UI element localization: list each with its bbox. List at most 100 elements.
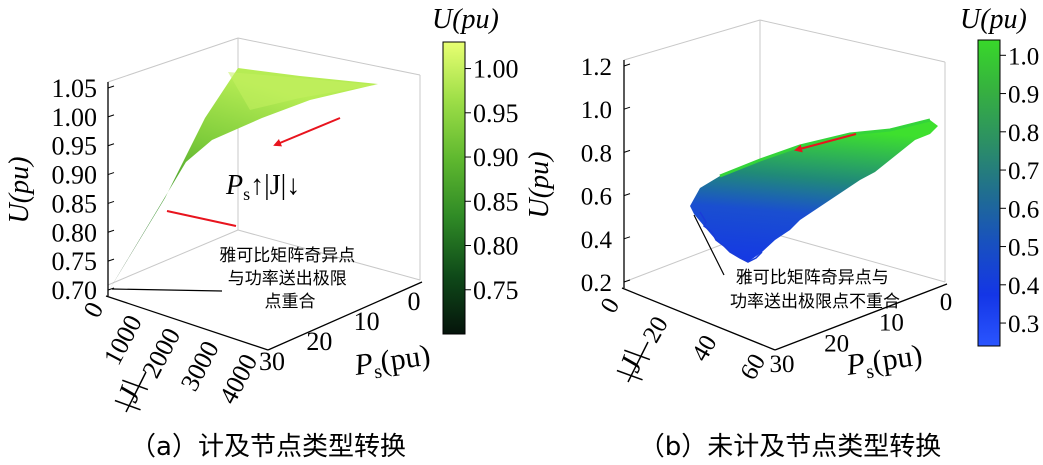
colorbar-tick-label: 0.5: [1008, 235, 1039, 262]
j-tick-label: 40: [687, 331, 723, 366]
colorbar-tick-label: 0.95: [473, 99, 519, 128]
z-axis-label: U(pu): [4, 157, 35, 224]
z-axis-label: U(pu): [524, 152, 555, 219]
z-tick-mark: [107, 200, 115, 204]
j-tick-label: 0: [596, 294, 626, 318]
z-tick-label: 0.6: [581, 184, 612, 211]
trend-marker-line: [166, 210, 237, 227]
box-line: [759, 229, 946, 283]
colorbar-tick-label: 0.6: [1008, 196, 1039, 223]
j-axis-label-overline: [125, 371, 147, 413]
note-pointer-line: [111, 288, 223, 292]
z-tick-mark: [107, 287, 115, 291]
z-tick-mark: [623, 193, 631, 197]
z-tick-mark: [107, 85, 115, 89]
ps-tick-label: 0: [940, 289, 953, 316]
ps-axis-label: Ps(pu): [351, 339, 433, 386]
z-tick-mark: [107, 114, 115, 118]
ps-tick-label: 10: [879, 310, 904, 337]
z-tick-mark: [107, 143, 115, 147]
panel-a: 0.700.750.800.850.900.951.001.05 U(pu) 0…: [4, 4, 519, 462]
z-tick-marks: [107, 85, 115, 291]
z-tick-mark: [623, 63, 631, 67]
z-tick-label: 0.4: [581, 227, 613, 254]
z-tick-mark: [107, 229, 115, 233]
colorbar-tick-label: 0.9: [1008, 82, 1039, 109]
ps-tick-label: 20: [306, 327, 332, 356]
box-line: [107, 229, 239, 286]
colorbar-a-title: U(pu): [432, 4, 499, 35]
note-pointer-line: [693, 214, 725, 276]
j-axis-line: [105, 295, 269, 351]
z-tick-mark: [623, 236, 631, 240]
colorbar-a-ticks: 0.75 0.80 0.85 0.90 0.95 1.00: [465, 55, 519, 305]
z-tick-mark: [623, 149, 631, 153]
j-tick-label: 60: [735, 350, 771, 385]
panel-a-axes: [105, 82, 423, 351]
z-tick-mark: [623, 279, 631, 283]
colorbar-tick-label: 0.75: [473, 276, 519, 305]
z-tick-label: 1.2: [581, 54, 612, 81]
colorbar-tick-label: 0.3: [1008, 311, 1039, 338]
box-line: [759, 19, 946, 63]
z-tick-label: 0.8: [581, 140, 612, 167]
ps-tick-label: 30: [259, 347, 285, 376]
ps-tick-labels: 0 10 20 30: [770, 289, 953, 378]
j-tick-label: 20: [638, 312, 674, 347]
colorbar-tick-label: 0.80: [473, 232, 519, 261]
z-tick-mark: [623, 106, 631, 110]
j-axis-line: [621, 287, 776, 351]
colorbar-tick-label: 0.8: [1008, 120, 1039, 147]
z-tick-label: 0.2: [581, 270, 612, 297]
trend-arrow: [794, 133, 857, 153]
singular-point-note: 雅可比矩阵奇异点 与功率送出极限 点重合: [219, 246, 360, 312]
j-axis-label: |J|: [108, 375, 149, 414]
colorbar-tick-label: 0.90: [473, 143, 519, 172]
z-tick-label: 0.90: [52, 161, 98, 190]
colorbar-tick-label: 1.0: [1008, 43, 1039, 70]
surface-a-highlight: [228, 72, 375, 110]
z-tick-label: 0.95: [52, 132, 98, 161]
ps-tick-labels: 0 10 20 30: [259, 287, 421, 376]
colorbar-b: [977, 39, 1001, 347]
z-tick-label: 1.0: [581, 97, 612, 124]
ps-axis-line: [267, 281, 423, 351]
j-axis-label-overline: [627, 341, 649, 383]
colorbar-b-title: U(pu): [960, 4, 1027, 35]
j-tick-label: 4000: [213, 349, 263, 409]
z-tick-mark: [107, 258, 115, 262]
surface-b: [690, 120, 938, 262]
ps-tick-label: 20: [824, 330, 849, 357]
colorbar-tick-label: 0.4: [1008, 273, 1040, 300]
colorbar-a: [442, 41, 466, 335]
caption-a: （a）计及节点类型转换: [130, 432, 406, 462]
ps-axis-label: Ps(pu): [843, 339, 925, 386]
trend-arrow: [273, 117, 341, 147]
colorbar-b-ticks: 0.3 0.4 0.5 0.6 0.7 0.8 0.9 1.0: [1000, 43, 1040, 338]
j-axis-label: |J|: [610, 345, 651, 384]
surface-a: [108, 68, 378, 292]
box-line: [237, 229, 421, 281]
surface-b-jag-edge: [699, 211, 763, 263]
z-tick-label: 1.00: [52, 103, 98, 132]
box-line: [623, 19, 761, 61]
ps-tick-label: 30: [770, 351, 795, 378]
box-line: [237, 37, 421, 76]
box-line: [107, 37, 239, 83]
colorbar-tick-label: 0.7: [1008, 158, 1039, 185]
ps-tick-label: 0: [408, 287, 421, 316]
z-tick-label: 1.05: [52, 74, 98, 103]
z-tick-mark: [107, 172, 115, 176]
colorbar-tick-label: 0.85: [473, 187, 519, 216]
singular-point-note: 雅可比矩阵奇异点与 功率送出极限点不重合: [730, 268, 900, 312]
z-tick-label: 0.85: [52, 189, 98, 218]
caption-b: （b）未计及节点类型转换: [639, 432, 942, 462]
z-tick-marks: [623, 63, 631, 283]
surface-b-top-edge: [719, 118, 931, 178]
colorbar-tick-label: 1.00: [473, 55, 519, 84]
ps-tick-label: 10: [354, 307, 380, 336]
z-tick-labels: 0.700.750.800.850.900.951.001.05: [52, 74, 98, 305]
trend-label: Ps↑|J|↓: [225, 170, 300, 204]
